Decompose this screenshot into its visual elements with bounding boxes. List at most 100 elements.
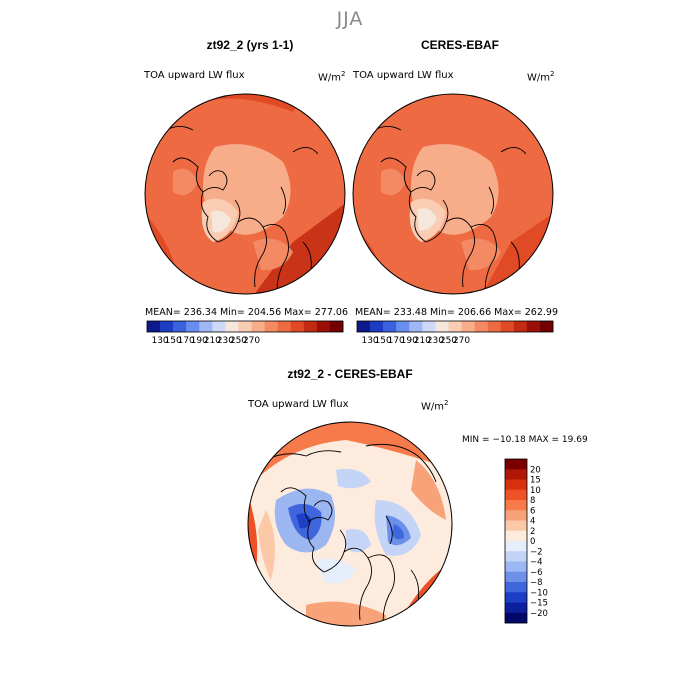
left-colorbar-swatch: [251, 321, 265, 332]
left-colorbar-swatch: [160, 321, 174, 332]
left-colorbar-swatch: [212, 321, 226, 332]
diff-colorbar-swatch: [505, 469, 527, 480]
right-colorbar-swatch: [513, 321, 528, 332]
left-colorbar-tick-label: 250: [230, 336, 247, 346]
right-colorbar-swatch: [357, 321, 371, 332]
left-colorbar-swatch: [316, 321, 331, 332]
right-panel-units-exp: 2: [550, 70, 555, 78]
diff-colorbar-tick-label: −2: [530, 547, 543, 557]
left-colorbar-tick-label: 190: [191, 336, 208, 346]
left-panel-units-base: W/m: [318, 72, 341, 84]
diff-colorbar-swatch: [505, 520, 527, 532]
right-colorbar-swatch: [435, 321, 449, 332]
diff-colorbar-swatch: [505, 459, 527, 470]
left-colorbar-swatch: [329, 321, 344, 332]
diff-colorbar-swatch: [505, 510, 527, 521]
left-panel-stats: MEAN= 236.34 Min= 204.56 Max= 277.06: [145, 307, 349, 318]
diff-colorbar-swatch: [505, 530, 527, 542]
right-colorbar-tick-label: 190: [401, 336, 418, 346]
diff-panel-units-base: W/m: [421, 401, 444, 413]
diff-colorbar-tick-label: −10: [530, 588, 548, 598]
diff-colorbar-tick-label: 0: [530, 537, 535, 547]
left-colorbar-swatch: [238, 321, 252, 332]
right-colorbar-swatch: [474, 321, 488, 332]
right-colorbar-tick-label: 150: [375, 336, 392, 346]
diff-colorbar-swatch: [505, 561, 527, 573]
left-colorbar-swatch: [225, 321, 239, 332]
diff-colorbar-tick-label: 6: [530, 506, 535, 516]
right-panel-stats: MEAN= 233.48 Min= 206.66 Max= 262.99: [355, 307, 559, 318]
left-colorbar-swatch: [186, 321, 200, 332]
right-polar-map: [352, 93, 554, 295]
left-colorbar-tick-label: 270: [243, 336, 260, 346]
left-panel-units-exp: 2: [341, 70, 346, 78]
diff-colorbar-swatch: [505, 582, 527, 593]
left-colorbar-swatch: [303, 321, 318, 332]
diff-polar-map: [247, 421, 453, 627]
left-colorbar-frame: [146, 320, 344, 333]
left-colorbar-swatch: [147, 321, 161, 332]
right-colorbar-swatch: [409, 321, 423, 332]
diff-colorbar-tick-label: 4: [530, 517, 535, 527]
right-colorbar-swatch: [487, 321, 502, 332]
diff-colorbar-swatch: [505, 541, 527, 552]
right-colorbar-swatch: [500, 321, 515, 332]
right-colorbar-tick-label: 250: [440, 336, 457, 346]
left-colorbar-swatch: [277, 321, 292, 332]
diff-colorbar-swatch: [505, 602, 527, 614]
right-panel-title: CERES-EBAF: [420, 38, 499, 52]
right-panel-units-base: W/m: [527, 72, 550, 84]
diff-colorbar-tick-label: 2: [530, 527, 535, 537]
right-colorbar-tick-label: 130: [361, 336, 378, 346]
left-colorbar-swatch: [173, 321, 187, 332]
right-colorbar-tick-label: 270: [453, 336, 470, 346]
diff-panel-minmax: MIN = −10.18 MAX = 19.69: [462, 435, 588, 445]
right-colorbar-swatch: [370, 321, 384, 332]
diff-panel-title: zt92_2 - CERES-EBAF: [287, 367, 413, 381]
diff-colorbar-tick-label: 20: [530, 465, 541, 475]
diff-colorbar-tick-label: −8: [530, 578, 543, 588]
left-colorbar-tick-label: 130: [151, 336, 168, 346]
diff-colorbar-tick-label: −15: [530, 599, 548, 609]
right-colorbar-swatch: [422, 321, 436, 332]
left-colorbar-tick-label: 210: [204, 336, 221, 346]
diff-colorbar-swatch: [505, 612, 527, 624]
diff-colorbar-tick-label: −6: [530, 568, 543, 578]
right-colorbar-tick-label: 210: [414, 336, 431, 346]
right-colorbar-swatch: [396, 321, 410, 332]
diff-colorbar-swatch: [505, 592, 527, 603]
left-colorbar-swatch: [199, 321, 213, 332]
diff-colorbar-swatch: [505, 489, 527, 501]
diff-colorbar-swatch: [505, 479, 527, 491]
diff-colorbar-tick-label: 8: [530, 496, 535, 506]
right-colorbar-tick-label: 230: [427, 336, 444, 346]
left-panel-units: W/m2: [318, 70, 345, 83]
right-panel-units: W/m2: [527, 70, 554, 83]
diff-colorbar-swatch: [505, 551, 527, 562]
right-colorbar-swatch: [383, 321, 397, 332]
right-colorbar-tick-label: 170: [388, 336, 405, 346]
diff-colorbar-tick-label: 10: [530, 486, 541, 496]
left-colorbar-tick-label: 170: [178, 336, 195, 346]
left-panel-title: zt92_2 (yrs 1-1): [206, 38, 294, 52]
left-colorbar-tick-label: 150: [165, 336, 182, 346]
diff-colorbar-tick-label: −4: [530, 558, 543, 568]
left-colorbar-swatch: [290, 321, 305, 332]
diff-colorbar-tick-label: −20: [530, 609, 548, 619]
right-colorbar-swatch: [526, 321, 541, 332]
left-colorbar-tick-label: 230: [217, 336, 234, 346]
diff-panel-units: W/m2: [421, 399, 448, 412]
left-colorbar-swatch: [264, 321, 278, 332]
right-panel-variable: TOA upward LW flux: [353, 70, 454, 81]
right-colorbar-swatch: [539, 321, 554, 332]
diff-colorbar-tick-label: 15: [530, 476, 541, 486]
right-colorbar-swatch: [448, 321, 462, 332]
right-colorbar-swatch: [461, 321, 475, 332]
left-polar-map: [144, 93, 346, 295]
diff-colorbar-frame: [504, 458, 528, 624]
right-colorbar-frame: [356, 320, 554, 333]
season-title: JJA: [336, 8, 364, 30]
